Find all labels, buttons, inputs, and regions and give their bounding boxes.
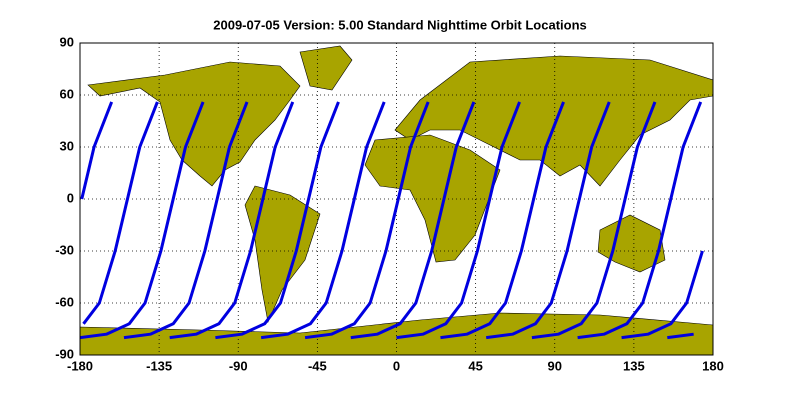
africa — [364, 134, 501, 263]
y-tick-label: 90 — [60, 34, 74, 49]
orbit-track — [396, 101, 521, 340]
x-tick-label: 90 — [548, 358, 562, 373]
x-tick-label: 135 — [623, 358, 645, 373]
orbit-track — [80, 101, 205, 340]
plot-frame — [79, 42, 714, 356]
chart-title: 2009-07-05 Version: 5.00 Standard Nightt… — [213, 17, 587, 32]
orbit-track — [123, 101, 249, 340]
orbit-track — [531, 101, 657, 340]
y-tick-label: 0 — [67, 190, 74, 205]
y-tick-label: 60 — [60, 86, 74, 101]
y-tick-label: -30 — [55, 242, 74, 257]
orbit-track — [82, 101, 694, 340]
y-tick-label: -60 — [55, 294, 74, 309]
south-america — [244, 185, 321, 324]
x-tick-label: 0 — [393, 358, 400, 373]
x-tick-label: -90 — [229, 358, 248, 373]
orbit-tracks — [80, 101, 704, 340]
x-tick-label: -180 — [67, 358, 93, 373]
tick-labels: -180 -135 -90 -45 0 45 90 135 180 -90 -60 -30 0 30 60 9… — [55, 34, 724, 373]
y-tick-label: -90 — [55, 346, 74, 361]
continents — [80, 45, 713, 355]
orbit-track — [169, 101, 295, 340]
x-tick-label: 45 — [468, 358, 482, 373]
orbit-track — [485, 101, 611, 340]
orbit-track — [350, 101, 476, 340]
orbit-track — [304, 101, 430, 340]
eurasia — [394, 55, 713, 187]
y-tick-label: 30 — [60, 138, 74, 153]
orbit-track — [577, 101, 703, 340]
orbit-track — [440, 101, 565, 340]
orbit-track — [80, 101, 704, 340]
orbit-track — [215, 101, 340, 340]
orbit-track — [260, 101, 386, 340]
x-tick-label: -45 — [308, 358, 327, 373]
greenland — [299, 45, 353, 91]
x-tick-label: 180 — [702, 358, 724, 373]
x-tick-label: -135 — [146, 358, 172, 373]
